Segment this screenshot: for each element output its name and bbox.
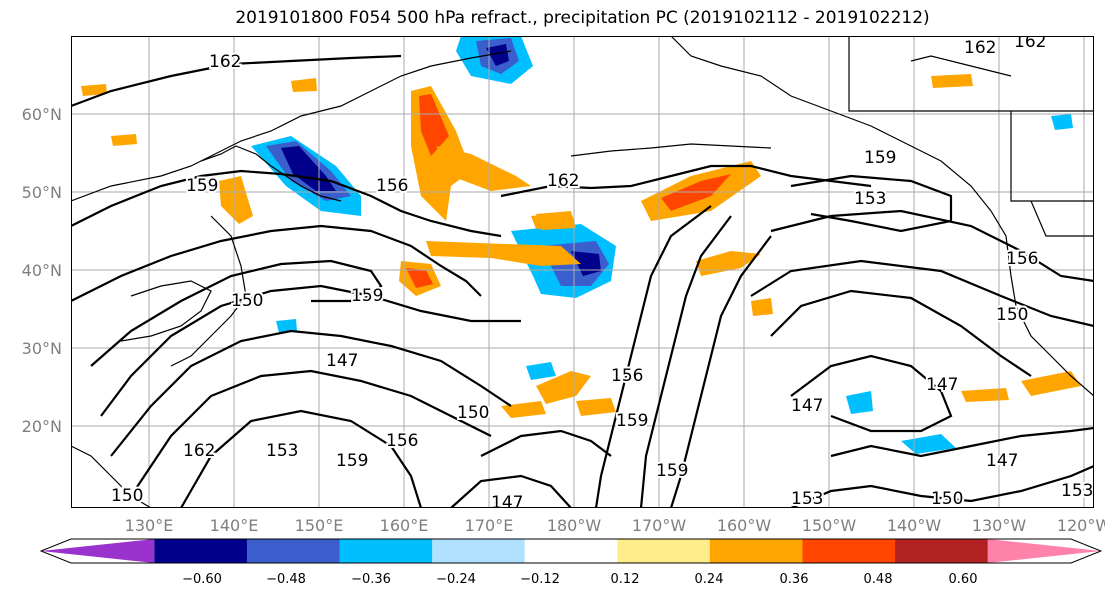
contour-label: 156	[376, 176, 408, 196]
height-contours	[71, 54, 1094, 508]
contour-label: 159	[864, 148, 896, 168]
contour-label: 159	[351, 286, 383, 306]
contour-label: 159	[186, 176, 218, 196]
colorbar-segment	[802, 539, 896, 563]
contour-label: 156	[611, 366, 643, 386]
contour-label: 153	[266, 441, 298, 461]
colorbar-segment	[339, 539, 433, 563]
lon-label: 130°W	[971, 516, 1027, 535]
contour-label: 153	[854, 189, 886, 209]
contour-label: 159	[616, 411, 648, 431]
lat-label: 60°N	[21, 105, 62, 124]
lon-label: 160°W	[716, 516, 772, 535]
map-title: 2019101800 F054 500 hPa refract., precip…	[235, 8, 930, 28]
colorbar-tick-label: 0.48	[863, 572, 893, 587]
colorbar	[40, 538, 1102, 564]
lon-label: 180°W	[546, 516, 602, 535]
contour-label: 162	[183, 441, 215, 461]
colorbar-segment	[432, 539, 526, 563]
graticule	[71, 36, 1094, 508]
colorbar-segment	[154, 539, 248, 563]
colorbar-tick-label: 0.60	[948, 572, 978, 587]
colorbar-tick-label: −0.24	[436, 572, 476, 587]
precip-anomaly-fill	[81, 36, 1081, 454]
contour-label: 162	[547, 171, 579, 191]
contour-label: 147	[791, 396, 823, 416]
contour-label: 159	[656, 461, 688, 481]
colorbar-tick-label: −0.36	[351, 572, 391, 587]
lon-label: 160°E	[379, 516, 429, 535]
colorbar-tick-label: 0.36	[779, 572, 809, 587]
colorbar-tick-label: −0.60	[182, 572, 222, 587]
lon-label: 140°E	[209, 516, 259, 535]
contour-label: 147	[926, 375, 958, 395]
colorbar-tick-label: 0.24	[694, 572, 724, 587]
colorbar-segment	[246, 539, 341, 563]
contour-label: 156	[1006, 249, 1038, 269]
contour-label: 156	[386, 431, 418, 451]
lon-label: 140°W	[886, 516, 942, 535]
lat-label: 30°N	[21, 339, 62, 358]
colorbar-segment	[617, 539, 711, 563]
contour-label: 162	[209, 52, 241, 72]
coastlines	[71, 36, 1094, 508]
lon-label: 170°W	[631, 516, 687, 535]
lon-label: 170°E	[464, 516, 514, 535]
lon-label: 130°E	[124, 516, 174, 535]
contour-label: 150	[111, 486, 143, 506]
colorbar-tick-label: 0.12	[610, 572, 640, 587]
contour-label: 150	[457, 403, 489, 423]
contour-label: 147	[491, 493, 523, 508]
colorbar-segment	[709, 539, 803, 563]
contour-label: 162	[1014, 36, 1046, 52]
contour-label: 153	[791, 489, 823, 508]
lat-label: 40°N	[21, 261, 62, 280]
contour-label: 162	[964, 38, 996, 58]
colorbar-tick-label: −0.48	[266, 572, 306, 587]
colorbar-segment	[524, 539, 618, 563]
contour-label: 147	[326, 351, 358, 371]
lat-label: 20°N	[21, 417, 62, 436]
contour-label: 147	[986, 451, 1018, 471]
colorbar-extend-low	[41, 539, 155, 563]
colorbar-extend-high	[987, 539, 1101, 563]
colorbar-tick-label: −0.12	[520, 572, 560, 587]
contour-label: 150	[931, 489, 963, 508]
lon-label: 150°W	[801, 516, 857, 535]
map-panel: 162 162 162 162 162 159 159 159 159 159 …	[71, 36, 1094, 508]
contour-label: 150	[996, 305, 1028, 325]
lon-label: 120°W	[1056, 516, 1105, 535]
contour-label: 150	[231, 291, 263, 311]
contour-label: 159	[336, 451, 368, 471]
lat-label: 50°N	[21, 183, 62, 202]
lon-label: 150°E	[294, 516, 344, 535]
colorbar-segment	[895, 539, 989, 563]
contour-label: 153	[1061, 481, 1093, 501]
